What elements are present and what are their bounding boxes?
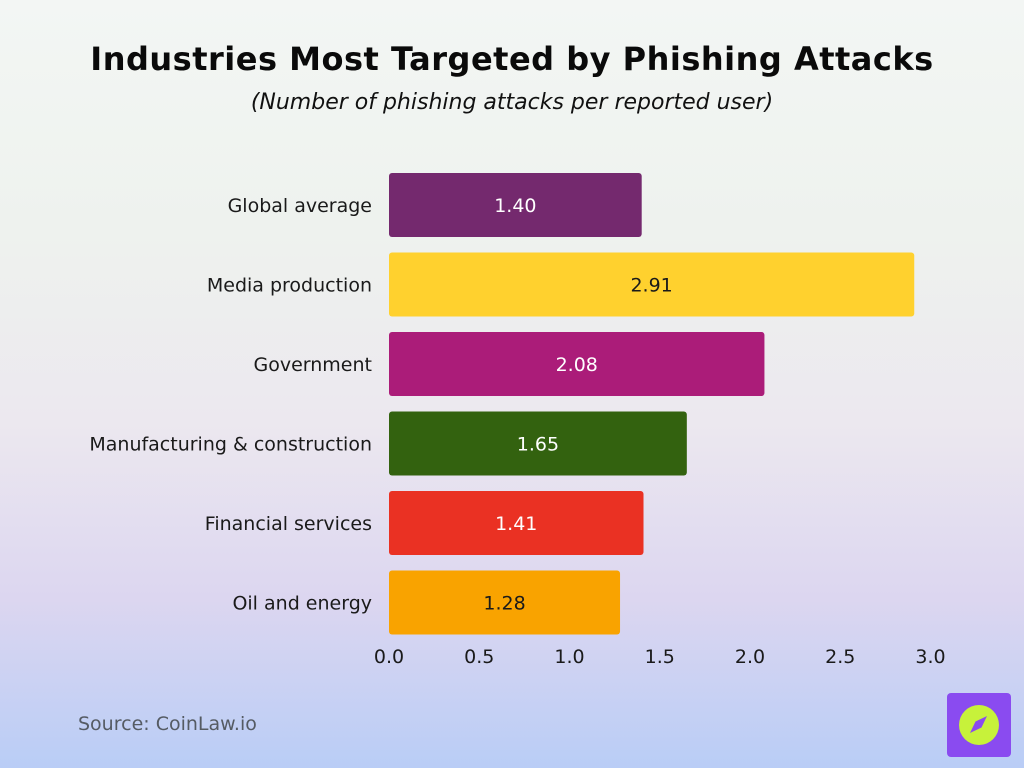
logo-badge	[947, 693, 1011, 757]
category-label: Manufacturing & construction	[89, 434, 372, 456]
bar-government	[389, 332, 765, 396]
category-label: Media production	[207, 275, 372, 297]
bar-media-production	[389, 252, 915, 317]
x-tick-label: 0.5	[464, 646, 494, 668]
bar-global-average	[389, 173, 642, 237]
x-tick-label: 3.0	[915, 646, 945, 668]
x-tick-label: 1.0	[554, 646, 584, 668]
source-text: Source: CoinLaw.io	[78, 713, 257, 735]
value-label: 1.40	[494, 195, 536, 217]
value-label: 1.41	[495, 513, 537, 535]
x-tick-label: 1.5	[645, 646, 675, 668]
chart-subtitle: (Number of phishing attacks per reported…	[250, 90, 774, 115]
category-label: Global average	[228, 195, 372, 217]
value-label: 2.91	[630, 275, 672, 297]
x-tick-label: 0.0	[374, 646, 404, 668]
bar-manufacturing-construction	[389, 411, 687, 476]
bar-financial-services	[389, 491, 644, 555]
category-label: Government	[254, 354, 373, 376]
x-tick-label: 2.0	[735, 646, 765, 668]
value-label: 2.08	[556, 354, 598, 376]
value-label: 1.65	[517, 434, 559, 456]
category-label: Oil and energy	[232, 593, 372, 615]
category-label: Financial services	[205, 513, 372, 535]
x-tick-label: 2.5	[825, 646, 855, 668]
value-label: 1.28	[483, 593, 525, 615]
compass-icon	[959, 705, 999, 745]
bar-oil-and-energy	[389, 570, 621, 635]
chart-title: Industries Most Targeted by Phishing Att…	[90, 40, 934, 78]
